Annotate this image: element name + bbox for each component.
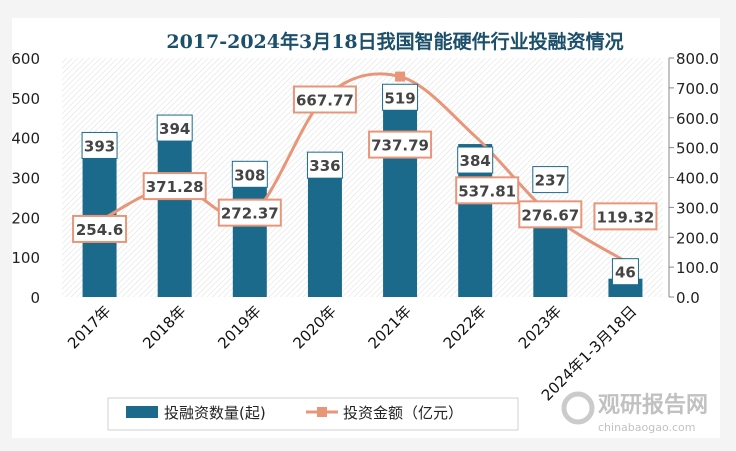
legend-line-marker [317, 407, 327, 417]
chart-title: 2017-2024年3月18日我国智能硬件行业投融资情况 [166, 30, 623, 53]
line-data-label: 537.81 [458, 182, 516, 200]
bar-data-label-box [382, 83, 419, 111]
line-data-label-box [455, 176, 520, 205]
y-right-tick-label: 0.0 [676, 289, 700, 307]
y-left-tick-label: 200 [11, 209, 40, 227]
y-right-tick-label: 100.0 [676, 259, 719, 277]
line-data-label-box [368, 130, 433, 159]
legend-bar-swatch [126, 406, 158, 418]
bar [232, 174, 267, 297]
bar-data-label: 394 [159, 120, 190, 138]
line-data-label: 254.6 [76, 221, 123, 239]
bar-data-label: 336 [309, 157, 340, 175]
y-left-tick-label: 100 [11, 249, 40, 267]
y-right-tick-label: 700.0 [676, 80, 719, 98]
y-right-tick-label: 300.0 [676, 199, 719, 217]
line-data-label: 737.79 [371, 137, 429, 155]
line-data-label: 667.77 [296, 92, 354, 110]
bar [307, 163, 342, 297]
line-data-label-box [292, 85, 357, 114]
watermark-logo [561, 391, 595, 425]
y-right-tick-label: 400.0 [676, 170, 719, 188]
legend-bar-label: 投融资数量(起) [164, 404, 266, 422]
y-left-tick-label: 600 [11, 50, 40, 68]
y-right-tick-label: 800.0 [676, 50, 719, 68]
line-data-label: 272.37 [221, 205, 279, 223]
y-right-tick-label: 600.0 [676, 110, 719, 128]
bar-data-label-box [306, 151, 343, 179]
y-left-tick-label: 300 [11, 170, 40, 188]
bar-data-label-box [457, 146, 494, 174]
line-marker [395, 71, 406, 82]
bar-data-label: 46 [615, 264, 636, 282]
line-data-label-box [518, 200, 583, 229]
y-left-tick-label: 0 [30, 289, 40, 307]
legend-line-label: 投资金额（亿元） [343, 404, 463, 422]
bar-data-label: 519 [384, 89, 415, 107]
y-right-tick-label: 500.0 [676, 140, 719, 158]
y-left-tick-label: 500 [11, 90, 40, 108]
watermark-text: 观研报告网 [598, 393, 708, 418]
bar-data-label-box [532, 166, 569, 194]
y-right-tick-label: 200.0 [676, 229, 719, 247]
line-data-label: 119.32 [596, 208, 654, 226]
y-left-tick-label: 400 [11, 130, 40, 148]
line-data-label-box [593, 202, 658, 231]
bar-data-label: 384 [460, 152, 491, 170]
line-data-label: 371.28 [146, 178, 204, 196]
bar-data-label: 237 [535, 172, 566, 190]
legend [107, 397, 519, 431]
line-data-label-box [72, 214, 128, 243]
bar-data-label-box [611, 258, 639, 286]
line-data-label-box [217, 198, 282, 227]
bar-data-label-box [81, 131, 118, 159]
bar-data-label-box [156, 114, 193, 142]
watermark: 观研报告网 chinabaogao.com [561, 391, 708, 434]
bar [157, 140, 192, 297]
bar-data-label-box [231, 160, 268, 188]
watermark-url: chinabaogao.com [598, 421, 696, 434]
bar-data-label: 393 [84, 137, 115, 155]
bar-data-label: 308 [234, 166, 265, 184]
line-data-label-box [142, 172, 207, 201]
line-data-label: 276.67 [521, 206, 579, 224]
bar [383, 90, 418, 297]
